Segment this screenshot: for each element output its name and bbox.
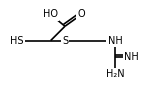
- Text: NH: NH: [108, 36, 122, 46]
- Text: NH: NH: [124, 52, 139, 62]
- Text: O: O: [78, 9, 86, 19]
- Text: S: S: [62, 36, 68, 46]
- Text: HS: HS: [10, 36, 24, 46]
- Text: HO: HO: [43, 9, 58, 19]
- Text: H₂N: H₂N: [106, 69, 124, 79]
